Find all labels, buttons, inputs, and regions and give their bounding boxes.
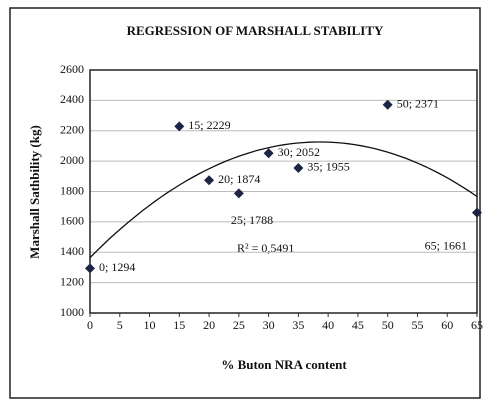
point xyxy=(263,148,274,159)
point xyxy=(472,207,482,218)
x-tick-label: 55 xyxy=(411,318,423,332)
y-tick-label: 2400 xyxy=(60,92,84,106)
point xyxy=(174,121,185,132)
point xyxy=(85,263,95,274)
data-label: 30; 2052 xyxy=(278,145,320,159)
x-tick-label: 10 xyxy=(144,318,156,332)
data-label: 15; 2229 xyxy=(188,118,230,132)
x-tick-label: 65 xyxy=(471,318,483,332)
y-tick-label: 1200 xyxy=(60,274,84,288)
chart-title: REGRESSION OF MARSHALL STABILITY xyxy=(127,23,384,38)
y-tick-label: 1600 xyxy=(60,214,84,228)
chart-frame xyxy=(9,7,481,399)
x-tick-label: 40 xyxy=(322,318,334,332)
data-label: 20; 1874 xyxy=(218,172,260,186)
y-tick-label: 1000 xyxy=(60,305,84,319)
x-tick-label: 50 xyxy=(382,318,394,332)
point xyxy=(382,99,393,110)
y-axis-label: Marshall Sathbility (kg) xyxy=(27,125,42,259)
x-tick-label: 30 xyxy=(263,318,275,332)
x-tick-label: 15 xyxy=(173,318,185,332)
x-tick-label: 20 xyxy=(203,318,215,332)
x-tick-label: 60 xyxy=(441,318,453,332)
x-tick-label: 0 xyxy=(87,318,93,332)
y-tick-label: 2200 xyxy=(60,123,84,137)
y-tick-label: 1400 xyxy=(60,244,84,258)
point xyxy=(204,175,215,186)
point xyxy=(233,188,244,199)
x-tick-label: 5 xyxy=(117,318,123,332)
data-label: 0; 1294 xyxy=(99,260,135,274)
point xyxy=(293,162,304,173)
y-tick-label: 1800 xyxy=(60,183,84,197)
y-tick-label: 2600 xyxy=(60,62,84,76)
trendline xyxy=(89,141,478,259)
data-label: 65; 1661 xyxy=(425,238,467,252)
x-tick-label: 35 xyxy=(292,318,304,332)
data-label: 50; 2371 xyxy=(397,97,439,111)
data-label: 25; 1788 xyxy=(231,213,273,227)
x-axis-label: % Buton NRA content xyxy=(221,357,347,372)
annotation: R² = 0,5491 xyxy=(237,241,294,255)
y-tick-label: 2000 xyxy=(60,153,84,167)
x-tick-label: 45 xyxy=(352,318,364,332)
x-tick-label: 25 xyxy=(233,318,245,332)
plot-area xyxy=(89,69,478,314)
data-label: 35; 1955 xyxy=(307,160,349,174)
